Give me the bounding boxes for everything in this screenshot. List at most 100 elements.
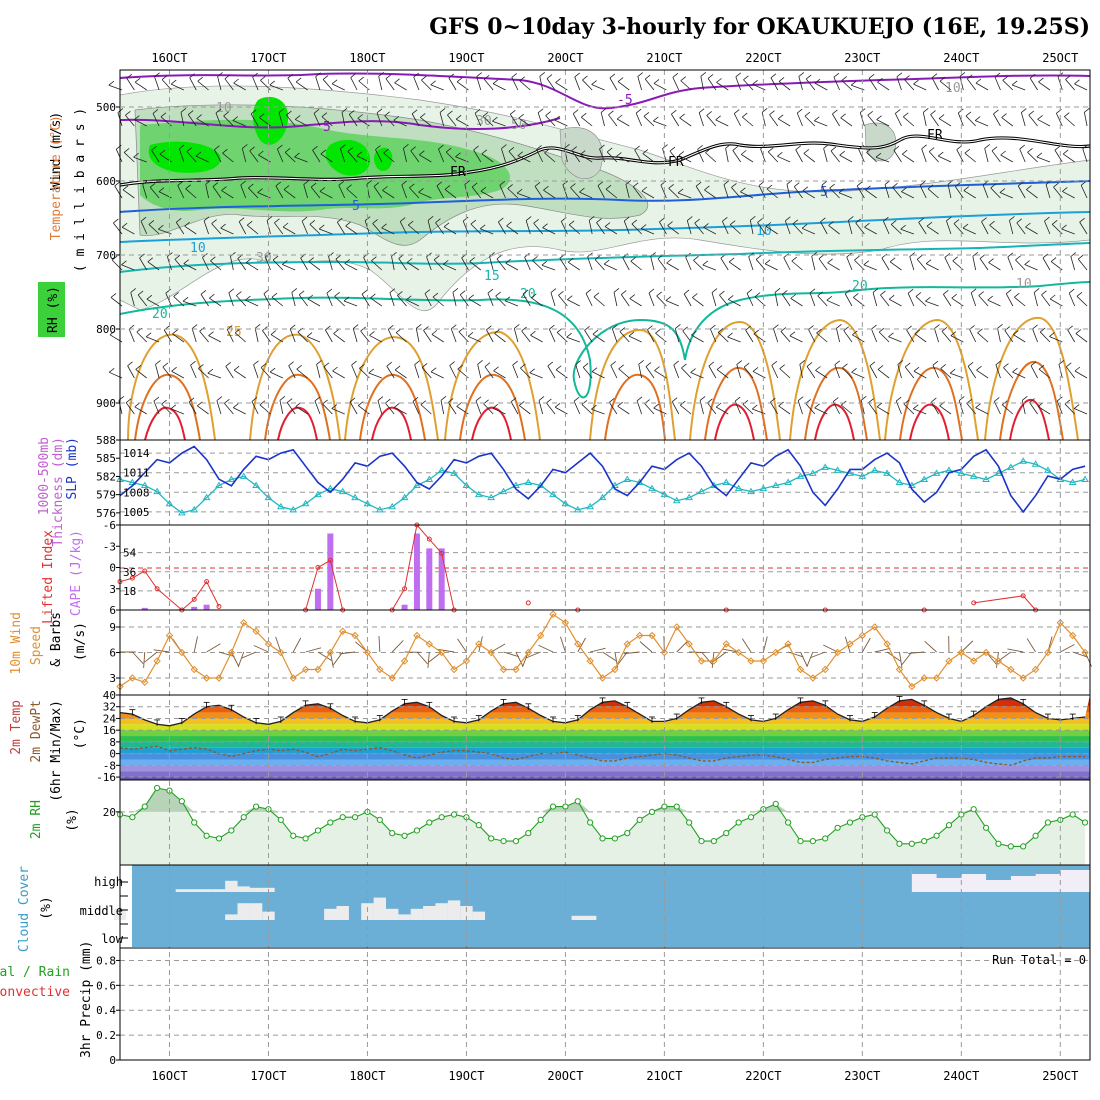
wind10m-barb — [317, 651, 332, 661]
wind-barb — [978, 295, 989, 307]
wind-barb-flag — [865, 185, 871, 191]
wind-barb-flag — [1065, 75, 1071, 80]
wind-point — [685, 640, 693, 648]
rh-area — [120, 788, 1086, 865]
wind-barb-flag — [883, 216, 889, 222]
wind-barb-flag — [728, 257, 735, 263]
wind-barb-flag — [941, 326, 948, 332]
li-line — [973, 595, 1036, 611]
wind-barb-flag — [456, 77, 463, 83]
wind-barb-flag — [1030, 361, 1037, 366]
thickness-point — [883, 469, 891, 476]
wind-barb — [154, 76, 160, 91]
wind-barb-flag — [452, 288, 459, 293]
wind-point — [648, 631, 656, 640]
wind-barb — [840, 117, 853, 127]
ylabel-precip-c: 3hr Precip (mm) — [79, 941, 94, 1058]
wind-barb-flag — [394, 78, 400, 84]
wind-barb — [1074, 408, 1088, 415]
wind-barb — [125, 402, 135, 415]
wind-barb — [278, 112, 284, 127]
wind-point — [549, 610, 557, 618]
wind-barb — [240, 184, 247, 199]
wind-barb-flag — [707, 398, 713, 404]
wind-barb-flag — [468, 294, 475, 300]
wind-barb-flag — [443, 222, 450, 228]
label-15: 15 — [484, 269, 500, 284]
wind-barb-flag — [530, 330, 536, 336]
wind-barb-flag — [1084, 107, 1090, 113]
wind-barb — [443, 263, 457, 271]
wind-barb-flag — [659, 217, 665, 223]
wind-barb-flag — [1003, 363, 1009, 368]
wind-barb — [185, 188, 197, 199]
wind-barb — [802, 190, 816, 199]
wind-barb-flag — [246, 220, 253, 226]
wind-barb-flag — [856, 181, 863, 187]
wind-barb-flag — [574, 72, 581, 78]
wind-barb — [866, 152, 877, 163]
wind-barb-flag — [350, 73, 356, 78]
thickness-point — [709, 481, 718, 489]
wind-barb-flag — [693, 255, 699, 261]
rh-point — [698, 837, 705, 845]
wind-barb-flag — [841, 76, 847, 81]
wind-barb-flag — [832, 397, 839, 402]
wind-barb — [321, 116, 333, 127]
wind10m-barb — [676, 640, 689, 653]
rh-point — [970, 806, 977, 813]
thickness-point — [351, 493, 359, 501]
wind-barb — [946, 220, 952, 235]
wind-barb — [823, 148, 828, 163]
temp-tick: -16 — [96, 771, 116, 784]
wind-barb — [858, 149, 865, 163]
wind10m-barb — [701, 651, 713, 665]
wind-barb-flag — [791, 256, 798, 262]
wind-barb-flag — [604, 222, 611, 227]
wind10m-barb — [762, 636, 768, 653]
wind-barb-flag — [1077, 254, 1084, 260]
wind-barb — [616, 118, 630, 127]
cloud-mid-bar — [447, 900, 461, 920]
wind-barb-flag — [161, 75, 168, 80]
wind-barb-flag — [679, 113, 685, 119]
wind-barb-flag — [347, 147, 354, 152]
label-20-b: 20 — [520, 287, 536, 302]
wind-barb — [272, 259, 284, 271]
wind-barb-flag — [277, 144, 283, 150]
thickness-point — [870, 466, 879, 473]
wind-barb-flag — [403, 144, 409, 149]
wind-barb — [600, 112, 605, 127]
wind-point — [945, 657, 953, 665]
wind-barb — [309, 223, 321, 235]
wind-barb-flag — [803, 149, 810, 154]
wind-barb — [566, 336, 580, 343]
wind-point — [326, 648, 335, 657]
wind-barb-flag — [547, 361, 554, 367]
wind-barb-flag — [295, 402, 301, 407]
wind-point — [202, 674, 211, 682]
wind10m-barb — [899, 651, 903, 668]
wind-barb-flag — [951, 293, 957, 299]
wind-barb-flag — [591, 80, 597, 85]
wind-barb — [114, 185, 123, 199]
wind-barb — [806, 366, 816, 379]
wind-barb — [925, 300, 939, 307]
wind-barb — [449, 365, 457, 379]
wind-barb-flag — [196, 114, 202, 119]
wind-barb-flag — [251, 397, 258, 402]
wind-barb-flag — [544, 148, 550, 154]
wind-barb-flag — [386, 361, 393, 367]
wind-point — [747, 657, 755, 665]
wind-barb-flag — [494, 329, 500, 334]
wind-barb-flag — [1016, 218, 1023, 224]
wind-barb-flag — [558, 290, 564, 296]
thickness-tick: 582 — [96, 470, 116, 483]
wind-barb-flag — [808, 325, 814, 330]
wind-barb — [196, 118, 209, 127]
wind-barb-flag — [245, 295, 251, 301]
wind-barb — [888, 336, 902, 343]
wind-barb-flag — [331, 404, 338, 409]
wind-point — [338, 627, 347, 635]
wind-barb — [757, 222, 766, 235]
